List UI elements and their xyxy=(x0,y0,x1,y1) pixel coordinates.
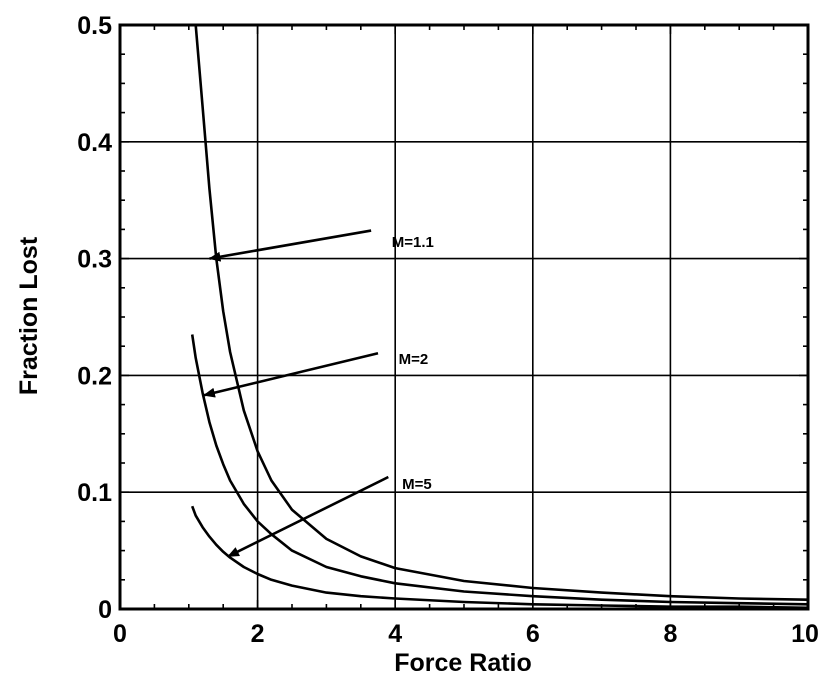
y-tick-label: 0.3 xyxy=(77,246,112,274)
y-axis-title: Fraction Lost xyxy=(15,236,43,395)
annotation-label-m-5: M=5 xyxy=(402,476,432,493)
x-tick-label: 0 xyxy=(113,620,127,648)
series-line-m-5 xyxy=(190,505,808,609)
x-axis-title: Force Ratio xyxy=(394,649,532,677)
annotation-arrow-m-5 xyxy=(227,475,389,558)
y-tick-label: 0.5 xyxy=(77,12,112,40)
tick-marks xyxy=(119,24,809,610)
y-tick-label: 0.4 xyxy=(77,129,112,157)
annotation-arrow-m-2 xyxy=(202,351,379,398)
annotation-arrow-m-1-1 xyxy=(208,229,372,262)
y-tick-label: 0 xyxy=(98,596,112,624)
y-tick-labels: 0 0.1 0.2 0.3 0.4 0.5 xyxy=(77,12,112,624)
series-line-m-2 xyxy=(190,334,808,606)
y-tick-label: 0.2 xyxy=(77,362,112,390)
annotations: M=1.1 M=2 M=5 xyxy=(202,229,434,558)
y-tick-label: 0.1 xyxy=(77,479,112,507)
x-tick-label: 6 xyxy=(526,620,540,648)
x-tick-label: 2 xyxy=(251,620,265,648)
x-tick-label: 8 xyxy=(663,620,677,648)
x-tick-labels: 0 2 4 6 8 10 xyxy=(113,620,819,648)
x-tick-label: 4 xyxy=(388,620,402,648)
x-tick-label: 10 xyxy=(791,620,819,648)
series-line-m-1-1 xyxy=(194,25,808,601)
annotation-label-m-1-1: M=1.1 xyxy=(392,234,434,251)
annotation-label-m-2: M=2 xyxy=(399,351,429,368)
data-series xyxy=(190,25,808,609)
